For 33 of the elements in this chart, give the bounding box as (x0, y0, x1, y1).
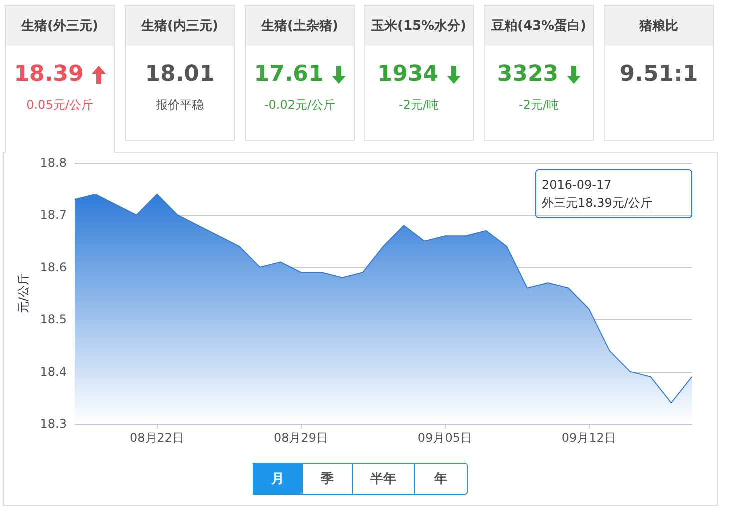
annotation: 2016-09-17 外三元18.39元/公斤 (542, 178, 652, 210)
text: 月 (253, 463, 303, 495)
text: 生猪(外三元) (6, 6, 114, 46)
text: -0.02元/公斤 (263, 97, 337, 114)
y-tick-label: 18.3 (40, 417, 67, 431)
text: 季 (303, 463, 353, 495)
text: 0.05元/公斤 (26, 97, 94, 114)
x-tick-label: 09月05日 (418, 431, 472, 445)
y-tick-label: 18.4 (40, 364, 67, 379)
text: 玉米(15%水分) (365, 6, 473, 46)
text: 9.51:1 (620, 62, 698, 87)
text: 猪粮比 (605, 6, 713, 46)
text: 1934 (377, 62, 439, 87)
text: 18.39 (14, 62, 84, 87)
text: 18.01 (145, 62, 215, 87)
text: -2元/吨 (398, 97, 440, 114)
x-tick-label: 09月12日 (562, 431, 616, 445)
x-tick-label: 08月29日 (274, 431, 329, 445)
text: 生猪(内三元) (126, 6, 234, 46)
text: 报价平稳 (155, 97, 205, 114)
text: 半年 (353, 463, 415, 495)
text: 17.61 (254, 62, 324, 87)
y-tick-label: 18.5 (40, 312, 67, 327)
text: -2元/吨 (518, 97, 560, 114)
text: 年 (415, 463, 468, 495)
text: 生猪(土杂猪) (246, 6, 354, 46)
y-tick-label: 18.8 (40, 156, 67, 170)
y-tick-label: 18.6 (40, 260, 67, 274)
text: 3323 (497, 62, 559, 87)
y-tick-label: 18.7 (40, 208, 67, 222)
x-tick-label: 08月22日 (130, 431, 185, 445)
y-axis-title: 元/公斤 (16, 273, 30, 314)
text: 豆粕(43%蛋白) (485, 6, 593, 46)
